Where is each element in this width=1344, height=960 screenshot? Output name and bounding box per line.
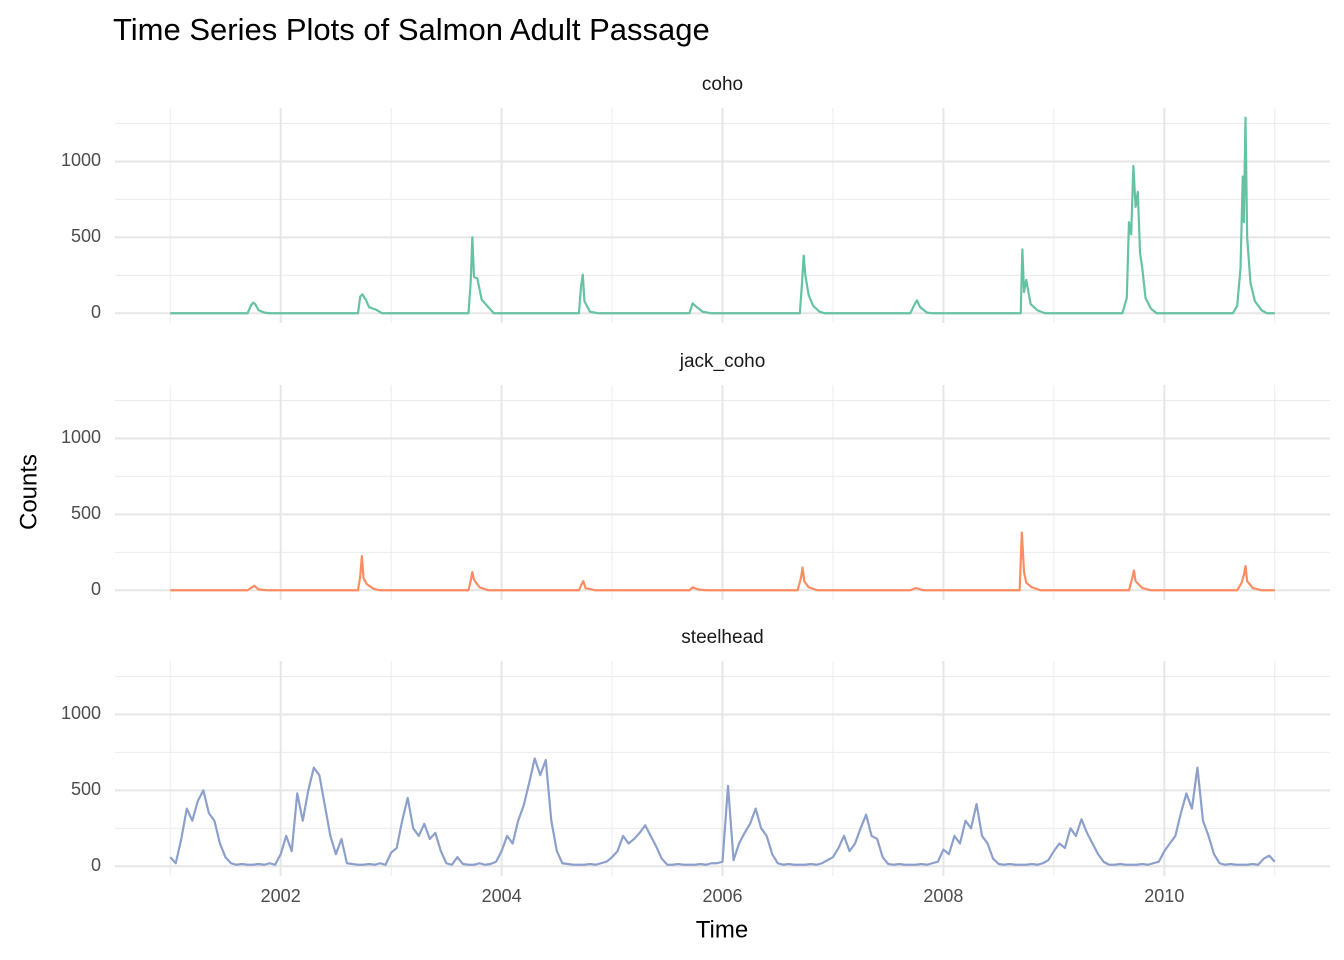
y-tick-label: 500 [71, 503, 101, 523]
x-axis-title: Time [696, 916, 748, 943]
x-tick-label: 2006 [702, 886, 742, 906]
y-tick-label: 0 [91, 855, 101, 875]
y-tick-label: 500 [71, 226, 101, 246]
y-tick-label: 1000 [61, 427, 101, 447]
facet-label: jack_coho [679, 351, 766, 372]
x-tick-label: 2010 [1144, 886, 1184, 906]
series-line [170, 531, 1275, 592]
series-line [170, 116, 1275, 315]
y-axis-title: Counts [15, 454, 42, 530]
y-tick-label: 0 [91, 579, 101, 599]
series-line [169, 757, 1276, 866]
y-tick-label: 500 [71, 779, 101, 799]
x-tick-label: 2008 [923, 886, 963, 906]
y-tick-label: 0 [91, 302, 101, 322]
facet-label: coho [702, 74, 743, 95]
y-tick-label: 1000 [61, 703, 101, 723]
facet-label: steelhead [681, 627, 763, 648]
chart-title: Time Series Plots of Salmon Adult Passag… [113, 12, 710, 47]
y-tick-label: 1000 [61, 150, 101, 170]
x-tick-label: 2002 [261, 886, 301, 906]
x-tick-label: 2004 [482, 886, 522, 906]
